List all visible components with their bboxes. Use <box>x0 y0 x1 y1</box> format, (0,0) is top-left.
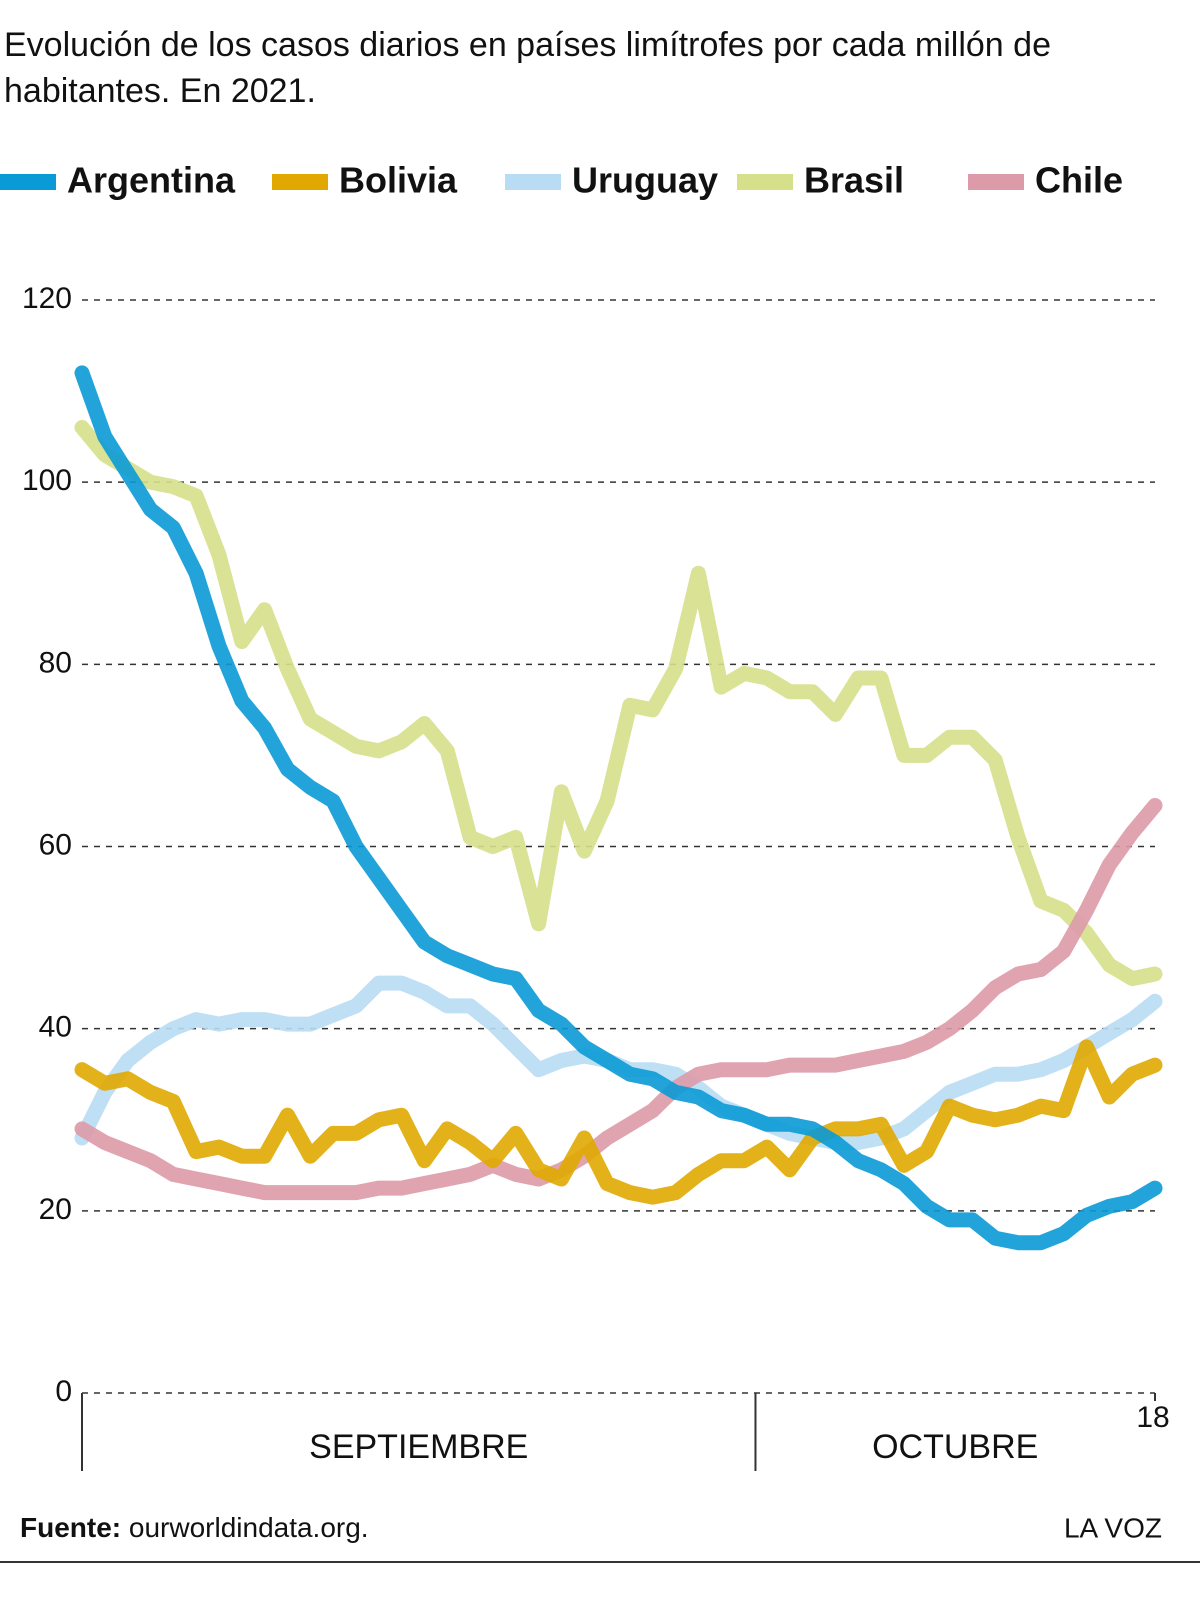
y-tick-label: 60 <box>39 828 72 861</box>
legend-swatch <box>0 174 56 190</box>
legend-swatch <box>968 174 1024 190</box>
legend-label: Uruguay <box>572 160 718 201</box>
y-tick-label: 20 <box>39 1193 72 1226</box>
legend-label: Bolivia <box>339 160 458 201</box>
series-line <box>74 798 1163 1201</box>
series-line <box>74 420 1163 987</box>
legend-swatch <box>737 174 793 190</box>
y-tick-label: 40 <box>39 1011 72 1044</box>
series-line <box>74 365 1163 1251</box>
source-text: ourworldindata.org. <box>129 1512 369 1543</box>
credit: LA VOZ <box>1064 1512 1162 1543</box>
x-tick-label: 18 <box>1136 1401 1169 1434</box>
legend-swatch <box>272 174 328 190</box>
period-label: SEPTIEMBRE <box>309 1428 528 1466</box>
legend-label: Argentina <box>67 160 236 201</box>
legend-label: Brasil <box>804 160 904 201</box>
legend-label: Chile <box>1035 160 1123 201</box>
source-label: Fuente: <box>20 1512 121 1543</box>
y-tick-label: 100 <box>22 464 72 497</box>
y-tick-label: 0 <box>55 1375 72 1408</box>
title-box: Evolución de los casos diarios en países… <box>4 26 1051 110</box>
y-tick-label: 80 <box>39 646 72 679</box>
period-label: OCTUBRE <box>872 1428 1038 1466</box>
source: Fuente: ourworldindata.org. <box>20 1512 369 1543</box>
chart-title: Evolución de los casos diarios en países… <box>4 26 1051 110</box>
series-line <box>74 1039 1163 1205</box>
legend-swatch <box>505 174 561 190</box>
y-tick-label: 120 <box>22 282 72 315</box>
